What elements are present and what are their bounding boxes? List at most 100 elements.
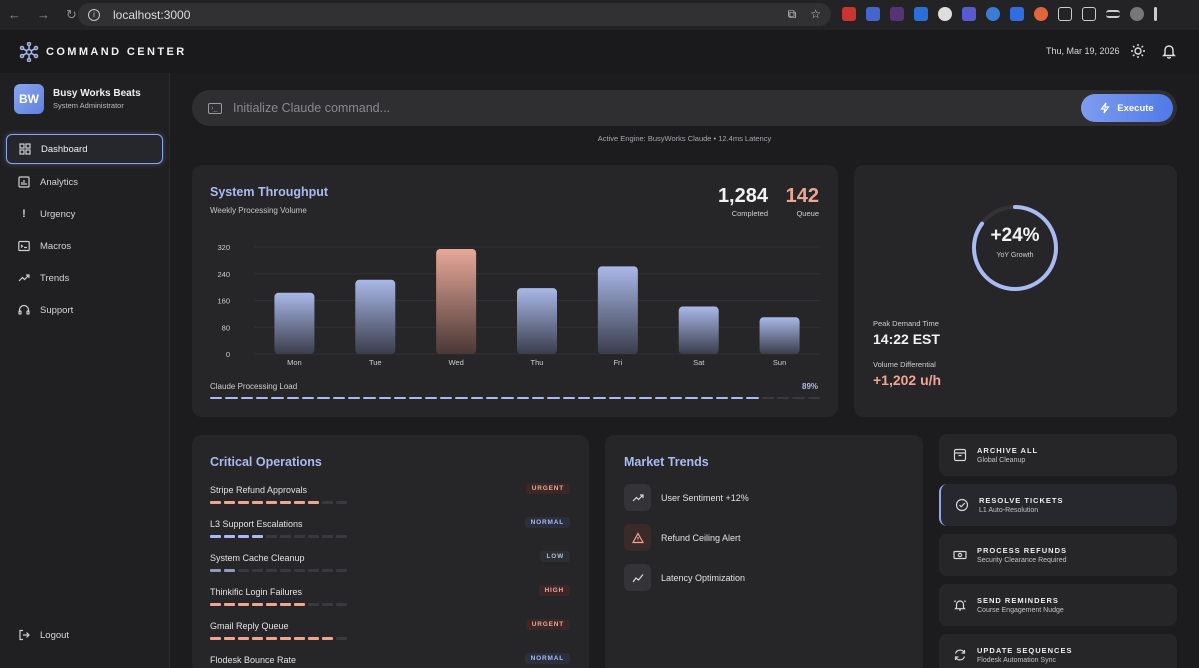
sidebar-item-urgency[interactable]: ! Urgency [6, 199, 163, 229]
extension-icon[interactable] [986, 7, 1000, 21]
site-info-icon[interactable]: i [88, 8, 100, 21]
priority-meter [210, 637, 570, 640]
send-reminders-button[interactable]: SEND REMINDERS Course Engagement Nudge [939, 584, 1177, 626]
sidebar-item-analytics[interactable]: Analytics [6, 167, 163, 197]
bookmark-star-icon[interactable]: ☆ [810, 7, 821, 21]
priority-segment [224, 535, 235, 538]
extension-icon[interactable] [842, 7, 856, 21]
forward-icon[interactable]: → [37, 7, 50, 22]
throughput-card: System Throughput Weekly Processing Volu… [192, 165, 838, 417]
reload-icon[interactable]: ↻ [66, 7, 77, 22]
extension-icon[interactable] [866, 7, 880, 21]
priority-segment [336, 535, 347, 538]
extension-icon[interactable] [1010, 7, 1024, 21]
sidebar-item-label: Support [40, 304, 74, 316]
growth-value: +24% [990, 225, 1040, 246]
priority-segment [322, 603, 333, 606]
operation-row[interactable]: System Cache Cleanup LOW [210, 551, 570, 572]
command-input[interactable] [233, 101, 1033, 115]
bar-wed[interactable] [436, 249, 477, 354]
archive-all-button[interactable]: ARCHIVE ALL Global Cleanup [939, 434, 1177, 476]
bar-thu[interactable] [517, 288, 557, 354]
bar-tue[interactable] [355, 279, 396, 354]
side-panel-icon[interactable] [1082, 7, 1096, 21]
bell-icon[interactable] [1162, 43, 1176, 59]
trend-up-icon [632, 493, 644, 501]
execute-button[interactable]: Execute [1081, 94, 1173, 122]
load-value: 89% [802, 382, 819, 391]
sidebar-item-label: Macros [40, 240, 72, 252]
load-segment [777, 397, 790, 399]
trend-item-latency[interactable]: Latency Optimization [624, 564, 745, 591]
priority-segment [322, 637, 333, 640]
extension-icon[interactable] [914, 7, 928, 21]
priority-segment [280, 637, 291, 640]
sidebar-item-macros[interactable]: Macros [6, 231, 163, 261]
priority-segment [224, 501, 235, 504]
user-profile: BW Busy Works Beats System Administrator [14, 84, 141, 114]
action-title: SEND REMINDERS [977, 596, 1059, 605]
menu-kebab-icon[interactable] [1154, 7, 1157, 21]
sidebar-item-support[interactable]: Support [6, 295, 163, 325]
sidebar: BW Busy Works Beats System Administrator… [0, 73, 170, 668]
trend-item-refund-alert[interactable]: Refund Ceiling Alert [624, 524, 741, 551]
extension-icon[interactable] [890, 7, 904, 21]
logout-icon [19, 629, 30, 641]
trend-item-sentiment[interactable]: User Sentiment +12% [624, 484, 749, 511]
terminal-icon: ›_ [208, 102, 222, 114]
logout-label: Logout [40, 629, 70, 641]
priority-segment [252, 535, 263, 538]
extension-icon[interactable] [938, 7, 952, 21]
priority-segment [238, 501, 249, 504]
bar-sun[interactable] [759, 317, 800, 354]
peak-label: Peak Demand Time [873, 319, 939, 328]
bar-fri[interactable] [597, 266, 638, 354]
profile-avatar-icon[interactable] [1130, 7, 1144, 21]
priority-segment [266, 603, 277, 606]
sidebar-item-trends[interactable]: Trends [6, 263, 163, 293]
update-sequences-button[interactable]: UPDATE SEQUENCES Flodesk Automation Sync [939, 634, 1177, 668]
lightning-icon [1100, 102, 1110, 114]
differential-label: Volume Differential [873, 360, 936, 369]
priority-segment [210, 637, 221, 640]
load-segment [255, 397, 269, 399]
operation-row[interactable]: Gmail Reply Queue URGENT [210, 619, 570, 640]
load-segment [792, 397, 805, 399]
bar-mon[interactable] [274, 292, 315, 354]
operation-name: Flodesk Bounce Rate [210, 655, 297, 665]
trend-label: User Sentiment +12% [661, 492, 749, 503]
operation-row[interactable]: Thinkific Login Failures HIGH [210, 585, 570, 606]
media-icon[interactable] [1106, 10, 1120, 18]
priority-segment [308, 637, 319, 640]
bell-ring-icon [954, 600, 966, 611]
command-bar: ›_ Execute [192, 90, 1177, 126]
extensions-puzzle-icon[interactable] [1058, 7, 1072, 21]
process-refunds-button[interactable]: PROCESS REFUNDS Security Clearance Requi… [939, 534, 1177, 576]
sun-icon[interactable] [1130, 43, 1146, 59]
back-icon[interactable]: ← [8, 7, 21, 22]
extension-icon[interactable] [1034, 7, 1048, 21]
action-title: ARCHIVE ALL [977, 446, 1039, 455]
priority-segment [252, 603, 263, 606]
operation-row[interactable]: L3 Support Escalations NORMAL [210, 517, 570, 538]
install-app-icon[interactable]: ⧉ [787, 7, 797, 21]
sidebar-item-dashboard[interactable]: Dashboard [6, 134, 163, 164]
bar-sat[interactable] [678, 306, 719, 354]
priority-segment [210, 603, 221, 606]
priority-segment [238, 569, 249, 572]
priority-segment [266, 637, 277, 640]
priority-segment [308, 603, 319, 606]
refresh-icon [954, 649, 966, 661]
logout-button[interactable]: Logout [6, 620, 163, 650]
warning-icon [631, 531, 644, 543]
resolve-tickets-button[interactable]: RESOLVE TICKETS L1 Auto-Resolution [939, 484, 1177, 526]
address-bar[interactable]: i localhost:3000 ⧉ ☆ [78, 3, 831, 26]
extension-icon[interactable] [962, 7, 976, 21]
status-badge: URGENT [525, 619, 570, 630]
load-segment [608, 397, 621, 399]
priority-segment [308, 535, 319, 538]
load-segment [455, 397, 468, 399]
operation-row[interactable]: Stripe Refund Approvals URGENT [210, 483, 570, 504]
load-segment [807, 397, 821, 399]
operation-row[interactable]: Flodesk Bounce Rate NORMAL [210, 653, 570, 668]
